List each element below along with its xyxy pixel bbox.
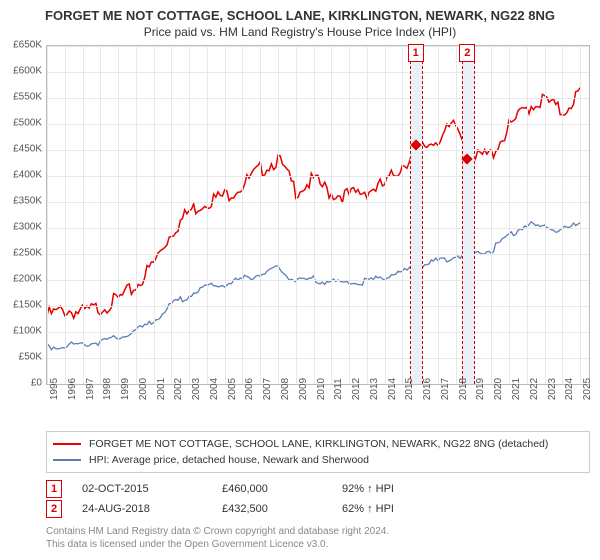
y-axis-label: £400K — [2, 170, 42, 181]
sale-marker-band — [410, 46, 423, 384]
x-axis-label: 1996 — [67, 378, 78, 400]
legend-label: FORGET ME NOT COTTAGE, SCHOOL LANE, KIRK… — [89, 438, 548, 450]
x-axis-label: 1995 — [49, 378, 60, 400]
x-axis-label: 2024 — [564, 378, 575, 400]
x-axis-label: 2009 — [298, 378, 309, 400]
x-axis-label: 2015 — [404, 378, 415, 400]
x-axis-label: 2000 — [138, 378, 149, 400]
y-axis-label: £50K — [2, 352, 42, 363]
legend-swatch — [53, 443, 81, 445]
chart-subtitle: Price paid vs. HM Land Registry's House … — [0, 25, 600, 39]
x-axis-label: 2012 — [351, 378, 362, 400]
footer-line1: Contains HM Land Registry data © Crown c… — [46, 525, 590, 538]
x-axis-label: 2010 — [316, 378, 327, 400]
x-axis-label: 2003 — [191, 378, 202, 400]
sale-date: 02-OCT-2015 — [82, 483, 222, 495]
y-axis-label: £350K — [2, 196, 42, 207]
sale-price: £432,500 — [222, 503, 342, 515]
x-axis-label: 2001 — [156, 378, 167, 400]
chart-area: 12 £0£50K£100K£150K£200K£250K£300K£350K£… — [46, 45, 590, 405]
sale-marker-band — [462, 46, 475, 384]
x-axis-label: 2019 — [475, 378, 486, 400]
x-axis-label: 2007 — [262, 378, 273, 400]
sales-table: 1 02-OCT-2015£460,00092% ↑ HPI 2 24-AUG-201… — [46, 479, 590, 519]
y-axis-label: £100K — [2, 326, 42, 337]
y-axis-label: £550K — [2, 92, 42, 103]
legend-item: FORGET ME NOT COTTAGE, SCHOOL LANE, KIRK… — [53, 436, 583, 452]
legend-item: HPI: Average price, detached house, Newa… — [53, 452, 583, 468]
sale-badge: 2 — [46, 500, 62, 518]
sale-marker-badge: 1 — [408, 44, 424, 62]
sale-row: 2 24-AUG-2018£432,50062% ↑ HPI — [46, 499, 590, 519]
x-axis-label: 2021 — [511, 378, 522, 400]
y-axis-label: £0 — [2, 378, 42, 389]
y-axis-label: £200K — [2, 274, 42, 285]
sale-hpi: 62% ↑ HPI — [342, 503, 462, 515]
sale-marker-badge: 2 — [459, 44, 475, 62]
footer-line2: This data is licensed under the Open Gov… — [46, 538, 590, 551]
sale-price: £460,000 — [222, 483, 342, 495]
x-axis-label: 2025 — [582, 378, 593, 400]
x-axis-label: 1998 — [102, 378, 113, 400]
x-axis-label: 2023 — [547, 378, 558, 400]
plot-region: 12 — [46, 45, 590, 385]
y-axis-label: £600K — [2, 66, 42, 77]
y-axis-label: £450K — [2, 144, 42, 155]
legend-label: HPI: Average price, detached house, Newa… — [89, 454, 369, 466]
x-axis-label: 2016 — [422, 378, 433, 400]
sale-badge: 1 — [46, 480, 62, 498]
legend-swatch — [53, 459, 81, 461]
x-axis-label: 2004 — [209, 378, 220, 400]
chart-title: FORGET ME NOT COTTAGE, SCHOOL LANE, KIRK… — [0, 8, 600, 23]
x-axis-label: 2008 — [280, 378, 291, 400]
x-axis-label: 1997 — [85, 378, 96, 400]
x-axis-label: 2020 — [493, 378, 504, 400]
sale-row: 1 02-OCT-2015£460,00092% ↑ HPI — [46, 479, 590, 499]
x-axis-label: 2011 — [333, 378, 344, 400]
legend: FORGET ME NOT COTTAGE, SCHOOL LANE, KIRK… — [46, 431, 590, 473]
y-axis-label: £650K — [2, 40, 42, 51]
x-axis-label: 2005 — [227, 378, 238, 400]
y-axis-label: £500K — [2, 118, 42, 129]
x-axis-label: 2013 — [369, 378, 380, 400]
sale-hpi: 92% ↑ HPI — [342, 483, 462, 495]
x-axis-label: 2022 — [529, 378, 540, 400]
x-axis-label: 2002 — [173, 378, 184, 400]
y-axis-label: £150K — [2, 300, 42, 311]
x-axis-label: 2017 — [440, 378, 451, 400]
footer: Contains HM Land Registry data © Crown c… — [46, 525, 590, 551]
sale-date: 24-AUG-2018 — [82, 503, 222, 515]
x-axis-label: 2018 — [458, 378, 469, 400]
x-axis-label: 1999 — [120, 378, 131, 400]
y-axis-label: £300K — [2, 222, 42, 233]
x-axis-label: 2014 — [387, 378, 398, 400]
x-axis-label: 2006 — [244, 378, 255, 400]
chart-container: FORGET ME NOT COTTAGE, SCHOOL LANE, KIRK… — [0, 0, 600, 551]
y-axis-label: £250K — [2, 248, 42, 259]
line-layer — [47, 46, 589, 384]
